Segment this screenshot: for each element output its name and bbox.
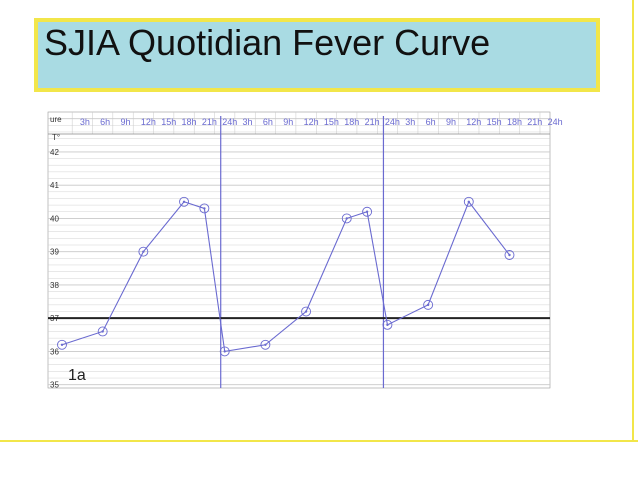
x-tick-label: 3h	[243, 117, 253, 127]
data-point-center	[182, 200, 186, 203]
data-point	[301, 306, 312, 317]
y-tick-label: 35	[50, 381, 59, 390]
data-point	[57, 339, 67, 350]
y-tick-label: 38	[50, 281, 59, 290]
data-point-center	[386, 323, 389, 327]
data-point-center	[60, 343, 64, 346]
corner-label: ure	[50, 115, 62, 124]
title-box	[34, 18, 600, 92]
data-point-center	[304, 310, 308, 313]
x-tick-label: 6h	[100, 117, 110, 127]
x-tick-label: 21h	[527, 117, 542, 127]
x-tick-label: 18h	[507, 117, 522, 127]
y-tick-label: 36	[50, 347, 59, 356]
data-point	[199, 203, 210, 214]
x-tick-label: 15h	[161, 117, 176, 127]
data-point-center	[508, 253, 511, 257]
x-tick-label: 15h	[324, 117, 339, 127]
x-tick-label: 21h	[365, 117, 380, 127]
data-point	[138, 246, 149, 257]
x-tick-label: 12h	[304, 117, 319, 127]
y-tick-label: 39	[50, 248, 59, 257]
x-tick-label: 24h	[222, 117, 237, 127]
day-divider-layer	[220, 116, 385, 388]
x-tick-label: 6h	[263, 117, 273, 127]
x-tick-label: 18h	[344, 117, 359, 127]
data-point-center	[223, 350, 226, 353]
x-tick-label: 12h	[466, 117, 481, 127]
data-point	[97, 326, 108, 337]
x-tick-label: 24h	[385, 117, 400, 127]
y-tick-label: 40	[50, 214, 59, 223]
data-point	[219, 346, 230, 357]
x-tick-label: 9h	[446, 117, 456, 127]
data-point	[341, 213, 352, 224]
y-tick-label: 41	[50, 181, 59, 190]
x-tick-label: 3h	[80, 117, 90, 127]
x-tick-label: 24h	[548, 117, 563, 127]
x-tick-label: 9h	[283, 117, 293, 127]
data-point	[423, 299, 434, 310]
data-point-center	[142, 250, 145, 253]
slide-right-rule	[632, 0, 634, 442]
unit-label: T°	[52, 133, 60, 142]
data-point-center	[264, 343, 267, 346]
series-line	[61, 200, 510, 353]
series-layer	[57, 196, 515, 357]
data-point	[463, 196, 474, 207]
y-tick-label: 42	[50, 148, 59, 157]
x-tick-label: 3h	[405, 117, 415, 127]
x-tick-label: 12h	[141, 117, 156, 127]
x-tick-label: 9h	[121, 117, 131, 127]
x-tick-label: 6h	[426, 117, 436, 127]
data-point	[179, 196, 189, 207]
x-tick-label: 15h	[487, 117, 502, 127]
data-point	[504, 250, 515, 260]
slide-bottom-rule	[0, 440, 638, 442]
data-point	[382, 319, 393, 330]
data-point-center	[467, 200, 470, 203]
slide-title: SJIA Quotidian Fever Curve	[44, 22, 491, 63]
data-point	[362, 206, 373, 217]
panel-label: 1a	[68, 367, 86, 384]
chart-background	[47, 111, 551, 389]
x-tick-layer: 3h 6h 9h 12h 15h 18h 21h 24h 3h 6h 9h 12h 15h 18h 21h 2…	[80, 117, 563, 127]
data-point	[260, 339, 271, 350]
data-point-center	[203, 207, 206, 210]
data-point-center	[101, 330, 104, 333]
data-point-center	[365, 210, 369, 213]
data-point-center	[345, 217, 348, 220]
x-tick-label: 21h	[202, 117, 217, 127]
x-tick-label: 18h	[182, 117, 197, 127]
data-point-center	[426, 303, 430, 307]
